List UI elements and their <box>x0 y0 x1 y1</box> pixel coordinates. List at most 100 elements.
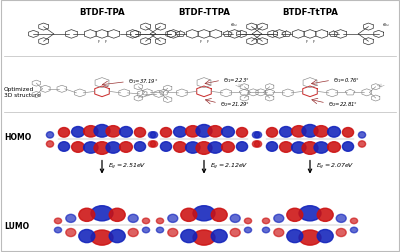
Ellipse shape <box>266 142 278 152</box>
Ellipse shape <box>186 126 200 138</box>
Ellipse shape <box>58 142 70 152</box>
Ellipse shape <box>274 214 284 223</box>
Ellipse shape <box>134 128 146 138</box>
Ellipse shape <box>299 206 321 221</box>
Ellipse shape <box>174 142 186 153</box>
Ellipse shape <box>160 142 172 152</box>
Ellipse shape <box>120 142 132 153</box>
Ellipse shape <box>106 126 120 138</box>
Ellipse shape <box>211 230 227 243</box>
Ellipse shape <box>317 230 333 243</box>
Ellipse shape <box>244 218 252 224</box>
Ellipse shape <box>254 132 262 138</box>
Ellipse shape <box>254 141 262 147</box>
Text: tBu: tBu <box>382 23 389 27</box>
Text: $\Theta_1$=0.76°: $\Theta_1$=0.76° <box>333 75 360 84</box>
Ellipse shape <box>252 141 260 147</box>
Ellipse shape <box>236 142 248 152</box>
Ellipse shape <box>58 128 70 138</box>
Ellipse shape <box>262 227 270 233</box>
Ellipse shape <box>328 127 340 138</box>
Ellipse shape <box>128 214 138 223</box>
Ellipse shape <box>274 229 284 237</box>
Ellipse shape <box>54 218 62 224</box>
Text: $\Theta_1$=2.23°: $\Theta_1$=2.23° <box>223 75 250 84</box>
Ellipse shape <box>91 206 113 221</box>
Text: BTDF-TPA: BTDF-TPA <box>79 8 125 17</box>
Ellipse shape <box>84 142 98 154</box>
Text: $E_g$ =2.07eV: $E_g$ =2.07eV <box>316 161 355 171</box>
Text: F: F <box>200 40 202 44</box>
Ellipse shape <box>79 230 95 243</box>
Ellipse shape <box>252 132 260 138</box>
Ellipse shape <box>230 214 240 223</box>
Ellipse shape <box>109 230 125 243</box>
Ellipse shape <box>148 141 156 147</box>
Ellipse shape <box>302 125 318 138</box>
Ellipse shape <box>230 229 240 237</box>
Text: Optimized
3D structure: Optimized 3D structure <box>4 86 41 98</box>
Text: HOMO: HOMO <box>4 133 31 142</box>
Ellipse shape <box>287 230 303 243</box>
Ellipse shape <box>72 127 84 138</box>
Ellipse shape <box>222 127 234 138</box>
Ellipse shape <box>142 227 150 233</box>
Ellipse shape <box>350 218 358 224</box>
Ellipse shape <box>156 227 164 233</box>
Ellipse shape <box>150 141 158 147</box>
Ellipse shape <box>120 127 132 138</box>
Ellipse shape <box>84 126 98 138</box>
Ellipse shape <box>54 227 62 233</box>
Ellipse shape <box>94 142 110 155</box>
Ellipse shape <box>148 132 156 138</box>
Ellipse shape <box>314 142 328 154</box>
Ellipse shape <box>280 142 292 153</box>
Ellipse shape <box>109 208 125 222</box>
Ellipse shape <box>134 142 146 152</box>
Ellipse shape <box>287 208 303 222</box>
Ellipse shape <box>358 132 366 138</box>
Ellipse shape <box>342 142 354 152</box>
Ellipse shape <box>79 208 95 222</box>
Ellipse shape <box>211 208 227 222</box>
Ellipse shape <box>262 218 270 224</box>
Ellipse shape <box>292 142 306 154</box>
Text: F: F <box>206 40 208 44</box>
Ellipse shape <box>222 142 234 153</box>
Ellipse shape <box>317 208 333 222</box>
Ellipse shape <box>196 125 212 138</box>
Text: F: F <box>104 40 106 44</box>
Ellipse shape <box>193 206 215 221</box>
Ellipse shape <box>128 229 138 237</box>
Ellipse shape <box>160 128 172 138</box>
Ellipse shape <box>168 229 178 237</box>
Ellipse shape <box>342 128 354 138</box>
Ellipse shape <box>181 208 197 222</box>
Ellipse shape <box>150 132 158 138</box>
Ellipse shape <box>299 230 321 245</box>
Ellipse shape <box>350 227 358 233</box>
Ellipse shape <box>358 141 366 147</box>
Text: F: F <box>98 40 100 44</box>
Text: F: F <box>312 40 314 44</box>
Ellipse shape <box>292 126 306 138</box>
Ellipse shape <box>46 141 54 147</box>
Ellipse shape <box>142 218 150 224</box>
Ellipse shape <box>186 142 200 154</box>
Text: LUMO: LUMO <box>4 221 29 230</box>
Ellipse shape <box>196 142 212 155</box>
Text: F: F <box>306 40 308 44</box>
Ellipse shape <box>314 126 328 138</box>
Ellipse shape <box>156 218 164 224</box>
Text: BTDF-TtTPA: BTDF-TtTPA <box>282 8 338 17</box>
Ellipse shape <box>208 126 222 138</box>
Text: tBu: tBu <box>231 23 238 27</box>
Ellipse shape <box>106 142 120 154</box>
Ellipse shape <box>46 132 54 138</box>
Text: $\Theta_2$=22.81°: $\Theta_2$=22.81° <box>328 100 358 109</box>
Text: $E_g$ =2.12eV: $E_g$ =2.12eV <box>210 161 249 171</box>
Ellipse shape <box>328 142 340 153</box>
Text: $E_g$ =2.51eV: $E_g$ =2.51eV <box>108 161 147 171</box>
Ellipse shape <box>66 214 76 223</box>
Ellipse shape <box>181 230 197 243</box>
